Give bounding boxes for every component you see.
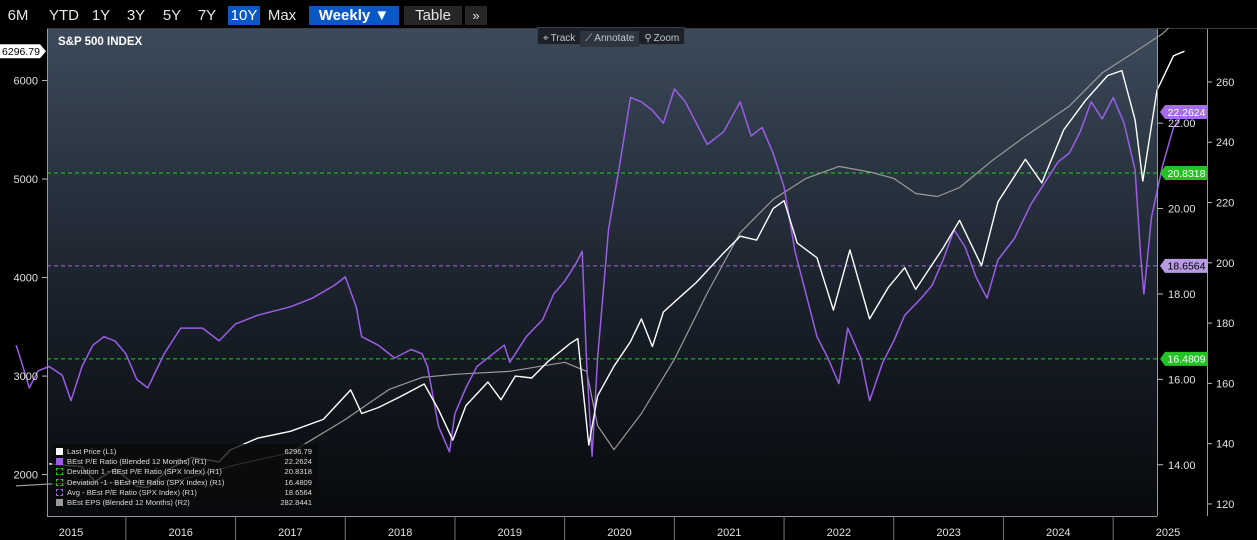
annotate-button[interactable]: ⟋ Annotate: [580, 31, 640, 47]
left-tick-label: 2000: [14, 470, 38, 482]
table-button[interactable]: Table: [404, 6, 462, 25]
eps-tick-label: 200: [1216, 258, 1234, 270]
series-line-0: [49, 50, 1185, 489]
x-tick-label: 2019: [498, 527, 522, 539]
legend-swatch: [56, 498, 63, 506]
x-tick-label: 2018: [388, 527, 412, 539]
legend-item-average: Avg - BEst P/E Ratio (SPX Index) (R1) 18…: [56, 488, 314, 498]
eps-tick-label: 160: [1216, 378, 1234, 390]
legend-item-deviation-minus-1: Deviation -1 - BEst P/E Ratio (SPX Index…: [56, 478, 314, 488]
toolbar: 6M YTD 1Y 3Y 5Y 7Y 10Y Max Weekly ▼ Table »: [0, 0, 1257, 28]
legend-swatch: [56, 488, 63, 496]
left-tick-label: 6000: [14, 75, 38, 87]
range-button-6m[interactable]: 6M: [7, 7, 29, 24]
dev-minus-flag-shape: [1160, 351, 1208, 366]
legend-swatch: [56, 468, 63, 476]
avg-flag-shape: [1160, 258, 1208, 273]
left-tick-label: 4000: [14, 273, 38, 285]
pe-last-flag: 22.2624: [1160, 104, 1208, 119]
pe-tick-label: 22.00: [1168, 118, 1196, 130]
zoom-button[interactable]: ⚲ Zoom: [639, 31, 684, 47]
track-button[interactable]: ⌖ Track: [538, 31, 580, 47]
legend-item-pe-ratio: BEst P/E Ratio (Blended 12 Months) (R1) …: [56, 457, 314, 467]
dev-plus-flag-shape: [1160, 166, 1208, 181]
dev-minus-flag-text: 16.4809: [1168, 354, 1206, 366]
x-tick-label: 2024: [1046, 527, 1070, 539]
dev-plus-flag: 20.8318: [1160, 166, 1208, 181]
series-line-1: [15, 88, 1186, 457]
range-button-ytd[interactable]: YTD: [49, 7, 79, 24]
magnifier-icon: ⚲: [644, 33, 652, 44]
range-button-7y[interactable]: 7Y: [197, 7, 217, 24]
pe-tick-label: 14.00: [1168, 460, 1196, 472]
range-button-3y[interactable]: 3Y: [126, 7, 146, 24]
legend-item-eps: BEst EPS (Blended 12 Months) (R2) 282.84…: [56, 498, 314, 508]
legend-swatch: [56, 448, 63, 455]
x-tick-label: 2017: [278, 527, 302, 539]
chart-controls: ⌖ Track ⟋ Annotate ⚲ Zoom: [537, 27, 686, 47]
x-tick-label: 2025: [1156, 527, 1180, 539]
eps-tick-label: 140: [1216, 439, 1234, 451]
avg-flag-text: 18.6564: [1168, 261, 1206, 273]
x-tick-label: 2023: [936, 527, 960, 539]
pe-last-flag-shape: [1160, 104, 1208, 119]
price-last-flag-text: 6296.79: [2, 46, 40, 58]
range-button-max[interactable]: Max: [267, 7, 297, 24]
left-tick-label: 3000: [14, 371, 38, 383]
pe-tick-label: 20.00: [1168, 204, 1196, 216]
legend-item-last-price: Last Price (L1) 6296.79: [56, 447, 314, 457]
crosshair-icon: ⌖: [543, 33, 549, 44]
range-button-10y[interactable]: 10Y: [228, 6, 260, 25]
chart-title: S&P 500 INDEX: [58, 36, 142, 48]
eps-tick-label: 120: [1216, 499, 1234, 511]
x-tick-label: 2015: [59, 527, 83, 539]
chart-legend: Last Price (L1) 6296.79 BEst P/E Ratio (…: [52, 444, 318, 511]
range-button-5y[interactable]: 5Y: [162, 7, 182, 24]
pe-tick-label: 18.00: [1168, 289, 1196, 301]
x-tick-label: 2022: [827, 527, 851, 539]
price-last-flag: 6296.79: [0, 44, 46, 59]
x-tick-label: 2020: [607, 527, 631, 539]
eps-tick-label: 240: [1216, 137, 1234, 149]
legend-swatch: [56, 478, 63, 486]
pe-tick-label: 16.00: [1168, 374, 1196, 386]
pe-last-flag-text: 22.2624: [1168, 107, 1206, 119]
eps-tick-label: 260: [1216, 77, 1234, 89]
plot-area-background: [47, 29, 1157, 516]
legend-swatch: [56, 458, 63, 466]
x-tick-label: 2021: [717, 527, 741, 539]
left-tick-label: 5000: [14, 174, 38, 186]
range-button-1y[interactable]: 1Y: [91, 7, 111, 24]
weekly-dropdown[interactable]: Weekly ▼: [309, 6, 399, 25]
eps-tick-label: 180: [1216, 318, 1234, 330]
legend-item-deviation-plus-1: Deviation 1 - BEst P/E Ratio (SPX Index)…: [56, 467, 314, 477]
dev-minus-flag: 16.4809: [1160, 351, 1208, 366]
dev-plus-flag-text: 20.8318: [1168, 168, 1206, 180]
x-tick-label: 2016: [168, 527, 192, 539]
more-button[interactable]: »: [465, 6, 487, 25]
pencil-icon: ⟋: [585, 33, 593, 44]
eps-tick-label: 220: [1216, 198, 1234, 210]
avg-flag: 18.6564: [1160, 258, 1208, 273]
series-line-2: [16, 12, 1185, 487]
price-last-flag-shape: [0, 44, 46, 59]
